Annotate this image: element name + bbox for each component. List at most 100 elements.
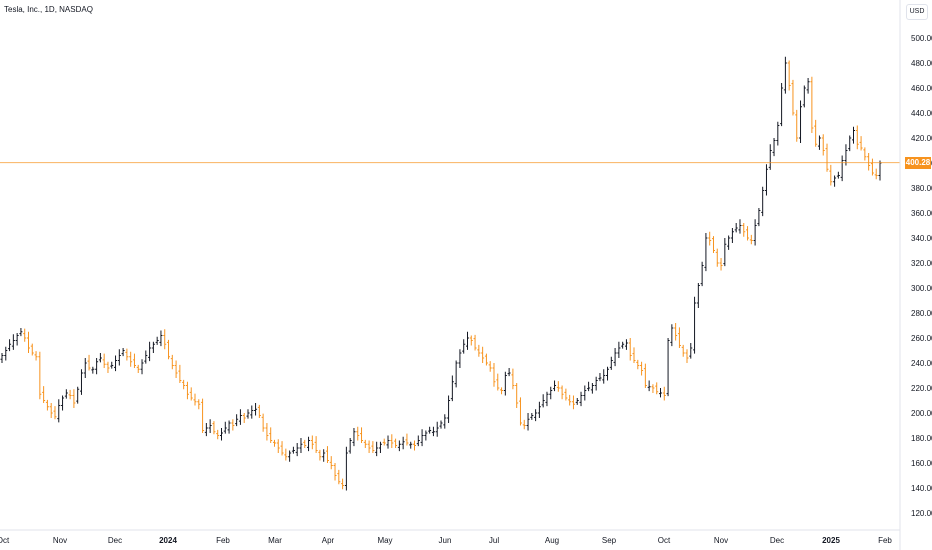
- ohlc-bar: [318, 449, 322, 461]
- y-tick-label: 300.00: [911, 284, 932, 293]
- ohlc-bar: [151, 341, 155, 353]
- ohlc-bar: [329, 456, 333, 470]
- ohlc-bar: [674, 323, 678, 341]
- ohlc-bar: [727, 235, 731, 250]
- ohlc-bar: [102, 353, 106, 368]
- ohlc-bar: [182, 379, 186, 390]
- y-tick-label: 500.00: [911, 34, 932, 43]
- x-tick-label: Aug: [545, 536, 559, 545]
- y-tick-label: 480.00: [911, 59, 932, 68]
- y-tick-label: 220.00: [911, 384, 932, 393]
- y-tick-label: 380.00: [911, 184, 932, 193]
- ohlc-bar: [42, 386, 46, 403]
- ohlc-bar: [855, 125, 859, 150]
- ohlc-bar: [178, 364, 182, 383]
- ohlc-bar: [136, 364, 140, 373]
- ohlc-bar: [757, 208, 761, 227]
- x-tick-label: Apr: [322, 536, 335, 545]
- ohlc-bar: [587, 381, 591, 392]
- ohlc-bar: [730, 228, 734, 243]
- ohlc-bar: [764, 164, 768, 196]
- ohlc-bar: [15, 333, 19, 346]
- ohlc-bar: [367, 440, 371, 453]
- ohlc-bar: [852, 126, 856, 144]
- ohlc-bar: [753, 219, 757, 246]
- ohlc-bar: [802, 85, 806, 108]
- ohlc-bar: [806, 78, 810, 94]
- ohlc-bar: [91, 366, 95, 374]
- ohlc-bar: [378, 441, 382, 453]
- y-tick-label: 420.00: [911, 134, 932, 143]
- x-tick-label: Jul: [489, 536, 499, 545]
- ohlc-bar: [250, 405, 254, 419]
- ohlc-bar: [34, 351, 38, 361]
- ohlc-bar: [83, 358, 87, 378]
- ohlc-bar: [780, 83, 784, 127]
- ohlc-bar: [723, 238, 727, 267]
- ohlc-bar: [473, 334, 477, 351]
- y-tick-label: 160.00: [911, 459, 932, 468]
- y-tick-label: 260.00: [911, 334, 932, 343]
- ohlc-bar: [291, 446, 295, 454]
- y-tick-label: 180.00: [911, 434, 932, 443]
- ohlc-bar: [829, 164, 833, 186]
- ohlc-bar: [481, 346, 485, 363]
- ohlc-bar: [117, 349, 121, 366]
- ohlc-bar: [640, 361, 644, 376]
- ohlc-bar: [783, 56, 787, 94]
- x-tick-label: 2024: [159, 536, 177, 545]
- ohlc-bar: [624, 339, 628, 350]
- ohlc-bar: [836, 171, 840, 179]
- ohlc-bar: [227, 420, 231, 434]
- ohlc-bar: [254, 403, 258, 416]
- ohlc-bar: [344, 446, 348, 491]
- ohlc-bar: [95, 358, 99, 375]
- ohlc-bar: [636, 359, 640, 370]
- ohlc-bar: [405, 433, 409, 446]
- ohlc-bar: [72, 389, 76, 408]
- ohlc-bar: [488, 361, 492, 372]
- ohlc-bar: [216, 429, 220, 440]
- ohlc-bar: [185, 381, 189, 400]
- ohlc-bar: [272, 439, 276, 447]
- ohlc-bar: [269, 427, 273, 443]
- ohlc-bar: [238, 409, 242, 425]
- ohlc-bar: [628, 338, 632, 361]
- price-bars: [0, 56, 882, 491]
- ohlc-bar: [159, 330, 163, 347]
- ohlc-bar: [382, 438, 386, 446]
- ohlc-bar: [492, 363, 496, 387]
- y-tick-label: 440.00: [911, 109, 932, 118]
- ohlc-bar: [655, 382, 659, 395]
- ohlc-bar: [310, 435, 314, 450]
- ohlc-bar: [49, 403, 53, 418]
- ohlc-bar: [568, 394, 572, 406]
- x-tick-label: Oct: [658, 536, 671, 545]
- ohlc-bar: [571, 395, 575, 410]
- ohlc-bar: [420, 429, 424, 447]
- ohlc-bar: [371, 441, 375, 453]
- ohlc-bar: [643, 363, 647, 388]
- ohlc-bar: [662, 386, 666, 401]
- ohlc-bar: [821, 134, 825, 156]
- ohlc-bar: [734, 223, 738, 233]
- ohlc-bar: [140, 359, 144, 375]
- ohlc-bar: [848, 135, 852, 152]
- ohlc-bar: [26, 331, 30, 353]
- ohlc-bar: [541, 394, 545, 408]
- ohlc-bar: [30, 343, 34, 356]
- currency-button[interactable]: USD: [906, 4, 928, 20]
- ohlc-bar: [503, 371, 507, 396]
- y-tick-label: 460.00: [911, 84, 932, 93]
- x-tick-label: Oct: [0, 536, 10, 545]
- ohlc-bar: [746, 226, 750, 241]
- ohlc-bar: [496, 373, 500, 391]
- ohlc-bar: [556, 381, 560, 392]
- ohlc-bar: [439, 420, 443, 429]
- x-tick-label: May: [377, 536, 392, 545]
- ohlc-bar: [144, 350, 148, 364]
- ohlc-bar: [363, 439, 367, 448]
- ohlc-bar: [57, 399, 61, 423]
- ohlc-bar: [231, 419, 235, 431]
- ohlc-bar: [333, 463, 337, 481]
